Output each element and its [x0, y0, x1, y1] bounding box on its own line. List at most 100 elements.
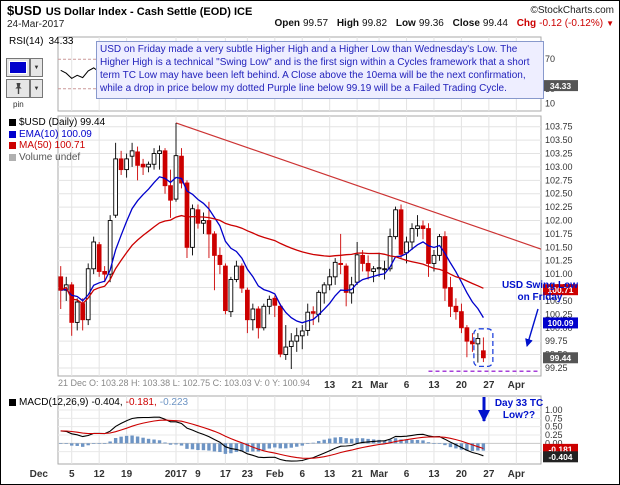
candle-body [250, 308, 256, 321]
swing-low-annotation: USD Swing Low on Friday [501, 280, 579, 303]
low-label: Low [395, 18, 416, 29]
macd-histogram-bar [212, 443, 217, 452]
xaxis-label-bottom: 9 [195, 469, 201, 480]
candle-body [146, 163, 151, 168]
macd-histogram-bar [190, 443, 195, 450]
candle-body [475, 338, 481, 345]
pin-dropdown-button[interactable]: ▼ [30, 79, 43, 98]
macd-histogram-bar [311, 442, 315, 444]
candle-body [157, 150, 162, 154]
macd-value-box [543, 443, 578, 455]
macd-histogram-bar [459, 443, 464, 450]
candle-body [420, 225, 426, 230]
candle-body [459, 311, 464, 329]
candle-body [283, 346, 289, 356]
legend-ma50-label: MA(50) 100.71 [19, 140, 86, 152]
candle-body [343, 265, 349, 293]
candle-body [371, 268, 376, 272]
xaxis-label-bottom: Mar [370, 469, 388, 480]
macd-histogram-bar [201, 443, 206, 451]
price-value-box-text: 100.09 [548, 318, 574, 328]
chart-date: 24-Mar-2017 [7, 19, 65, 30]
price-axis-label: 99.75 [545, 336, 568, 346]
macd-histogram-bar [119, 436, 123, 444]
macd-histogram-bar [338, 437, 343, 444]
xaxis-label-bottom: 13 [324, 469, 336, 480]
price-axis-label: 103.50 [545, 135, 573, 145]
rsi-value-box-text: 34.33 [550, 81, 572, 91]
macd-axis-label: 0.50 [545, 422, 563, 432]
xaxis-label-mid: 20 [456, 380, 468, 391]
candle-body [299, 330, 305, 337]
macd-histogram-bar [327, 438, 332, 444]
macd-value-box-text: -0.404 [548, 452, 572, 462]
macd-histogram-bar [152, 439, 156, 444]
price-axis-label: 101.00 [545, 269, 573, 279]
downtrend-line [175, 122, 541, 250]
color-dropdown-button[interactable]: ▼ [30, 58, 43, 77]
macd-histogram-bar [432, 443, 436, 444]
macd-line [60, 416, 484, 462]
macd-histogram-bar [59, 443, 63, 444]
chg-down-arrow-icon: ▼ [606, 19, 614, 28]
macd-signal-value: -0.181, [125, 397, 157, 408]
xaxis-label-mid: 21 [352, 380, 364, 391]
macd-histogram-bar [404, 439, 409, 444]
xaxis-label-bottom: 21 [352, 469, 364, 480]
candle-body [338, 262, 344, 265]
candle-body [179, 155, 184, 184]
macd-histogram-bar [393, 438, 398, 444]
macd-histogram-bar [80, 443, 85, 447]
candle-body [316, 291, 322, 315]
ema10-line [60, 176, 484, 324]
macd-histogram-bar [366, 438, 370, 444]
xaxis-label-bottom: 6 [299, 469, 305, 480]
candle-body [266, 298, 272, 307]
macd-histogram-bar [130, 435, 134, 444]
xaxis-label-bottom: 12 [94, 469, 106, 480]
xaxis-label-bottom: 5 [69, 469, 75, 480]
candle-body [272, 297, 278, 306]
candle-body [321, 284, 327, 294]
macd-histogram-bar [300, 443, 304, 446]
rsi-value: 34.33 [48, 36, 74, 47]
candle-body [201, 220, 206, 224]
macd-histogram-bar [349, 438, 354, 444]
candle-body [464, 327, 470, 342]
candle-body [212, 233, 217, 256]
price-axis-label: 99.25 [545, 363, 568, 373]
macd-histogram-bar [146, 438, 151, 444]
candle-body [206, 220, 212, 235]
candle-body [184, 182, 190, 248]
pin-tool-button[interactable] [6, 79, 30, 98]
xaxis-label-mid: 6 [404, 380, 410, 391]
macd-axis-label: 1.00 [545, 405, 563, 415]
high-value: 99.82 [362, 18, 388, 29]
xaxis-label-bottom: Feb [266, 469, 284, 480]
chart-title: US Dollar Index - Cash Settle (EOD) ICE [45, 6, 253, 18]
price-value-box [543, 317, 578, 329]
annotation-color-button[interactable] [6, 58, 30, 77]
macd-histogram-bar [448, 443, 453, 448]
macd-histogram-bar [256, 443, 261, 452]
candle-body [393, 209, 398, 238]
price-axis-label: 102.25 [545, 202, 573, 212]
copyright: ©StockCharts.com [530, 5, 614, 16]
rsi-value-box [543, 80, 578, 92]
xaxis-label-bottom: 27 [483, 469, 495, 480]
macd-histogram-bar [465, 443, 469, 451]
legend-row-ma50: MA(50) 100.71 [9, 140, 105, 152]
xaxis-label-bottom: Dec [30, 469, 49, 480]
candle-body [261, 305, 267, 329]
macd-histogram-bar [124, 435, 129, 444]
macd-histogram-bar [108, 441, 112, 444]
legend-swatch [9, 130, 16, 138]
legend-row-symbol: $USD (Daily) 99.44 [9, 117, 105, 129]
macd-histogram-bar [64, 443, 68, 444]
price-value-box [543, 352, 578, 364]
candle-body [332, 261, 338, 278]
open-label: Open [274, 18, 300, 29]
macd-axis-label: 0.00 [545, 438, 563, 448]
xaxis-label-mid: 13 [324, 380, 336, 391]
